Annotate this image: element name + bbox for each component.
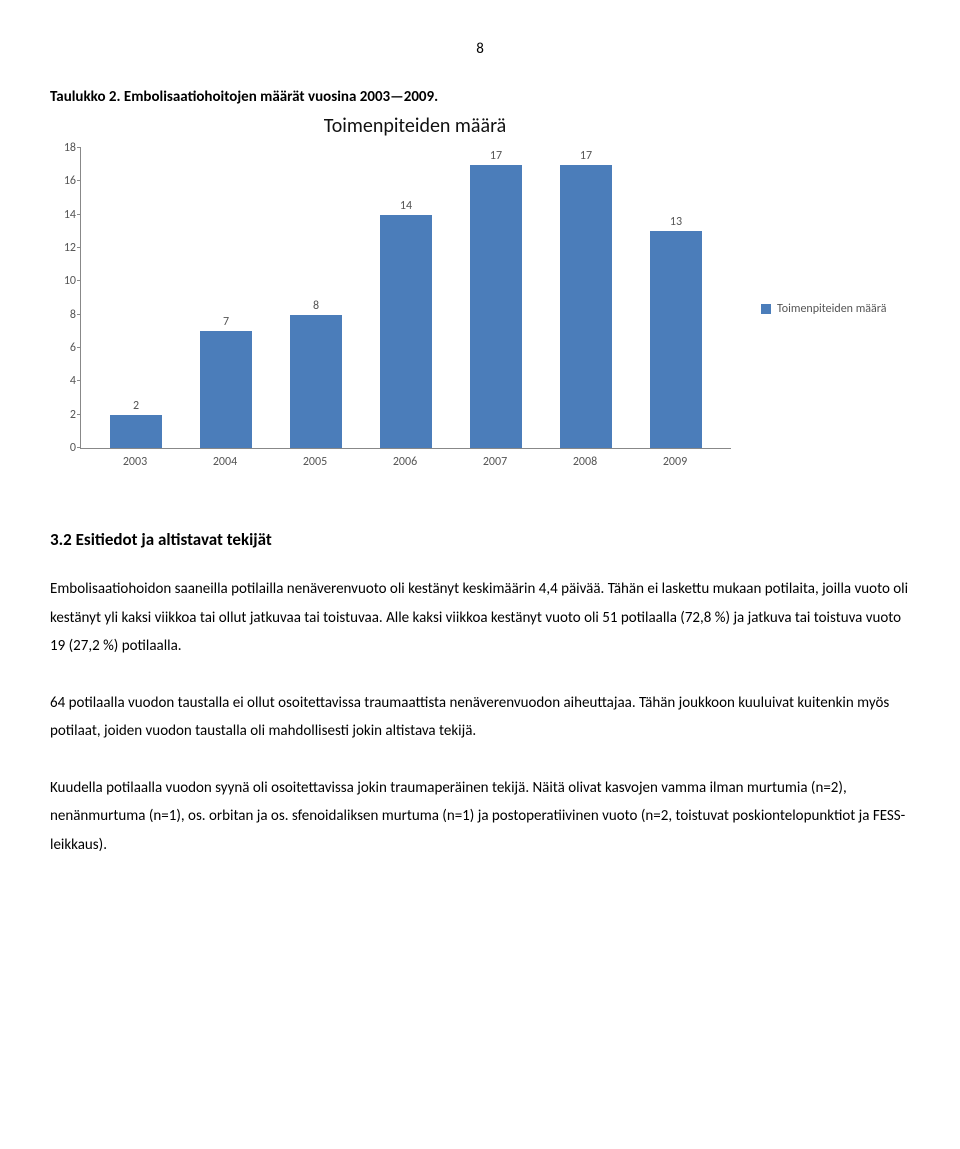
chart-y-tick: 8 — [51, 308, 76, 322]
chart-legend: Toimenpiteiden määrä — [761, 302, 886, 316]
chart-y-tick: 12 — [51, 241, 76, 255]
chart-x-label: 2005 — [285, 455, 345, 469]
chart-x-label: 2006 — [375, 455, 435, 469]
chart-bar: 8 — [286, 299, 346, 448]
chart-title: Toimenpiteiden määrä — [0, 114, 910, 138]
body-paragraph-1: Embolisaatiohoidon saaneilla potilailla … — [50, 575, 910, 661]
table-caption: Taulukko 2. Embolisaatiohoitojen määrät … — [50, 88, 910, 106]
chart-y-tick: 6 — [51, 341, 76, 355]
chart-bar: 14 — [376, 199, 436, 448]
chart-bar: 17 — [556, 149, 616, 448]
legend-swatch-icon — [761, 304, 771, 314]
section-heading: 3.2 Esitiedot ja altistavat tekijät — [50, 529, 910, 550]
chart-plot-area: 27814171713 024681012141618 — [80, 148, 731, 449]
chart-x-label: 2008 — [555, 455, 615, 469]
chart-y-tick: 10 — [51, 274, 76, 288]
chart-bar: 17 — [466, 149, 526, 448]
chart-bar: 2 — [106, 399, 166, 448]
chart-x-label: 2009 — [645, 455, 705, 469]
chart-y-tick: 16 — [51, 174, 76, 188]
chart-y-tick: 4 — [51, 374, 76, 388]
chart-y-tick: 2 — [51, 408, 76, 422]
chart-data-label: 13 — [670, 215, 682, 229]
chart-y-tick: 0 — [51, 441, 76, 455]
chart-x-axis: 2003 2004 2005 2006 2007 2008 2009 — [80, 449, 730, 469]
page-number: 8 — [50, 40, 910, 58]
chart-data-label: 17 — [580, 149, 592, 163]
chart-bar: 7 — [196, 315, 256, 448]
bar-chart: Toimenpiteiden määrä 2 7 8 14 17 17 13 0 2 4 6 8 10… — [50, 114, 910, 469]
body-paragraph-3: Kuudella potilaalla vuodon syynä oli oso… — [50, 774, 910, 860]
chart-data-label: 8 — [313, 299, 319, 313]
chart-data-label: 14 — [400, 199, 412, 213]
chart-data-label: 17 — [490, 149, 502, 163]
chart-y-tick: 14 — [51, 208, 76, 222]
chart-data-label: 7 — [223, 315, 229, 329]
chart-data-label: 2 — [133, 399, 139, 413]
chart-bar: 13 — [646, 215, 706, 448]
chart-x-label: 2004 — [195, 455, 255, 469]
chart-x-label: 2003 — [105, 455, 165, 469]
legend-label: Toimenpiteiden määrä — [777, 302, 886, 316]
chart-x-label: 2007 — [465, 455, 525, 469]
body-paragraph-2: 64 potilaalla vuodon taustalla ei ollut … — [50, 689, 910, 746]
chart-y-tick: 18 — [51, 141, 76, 155]
